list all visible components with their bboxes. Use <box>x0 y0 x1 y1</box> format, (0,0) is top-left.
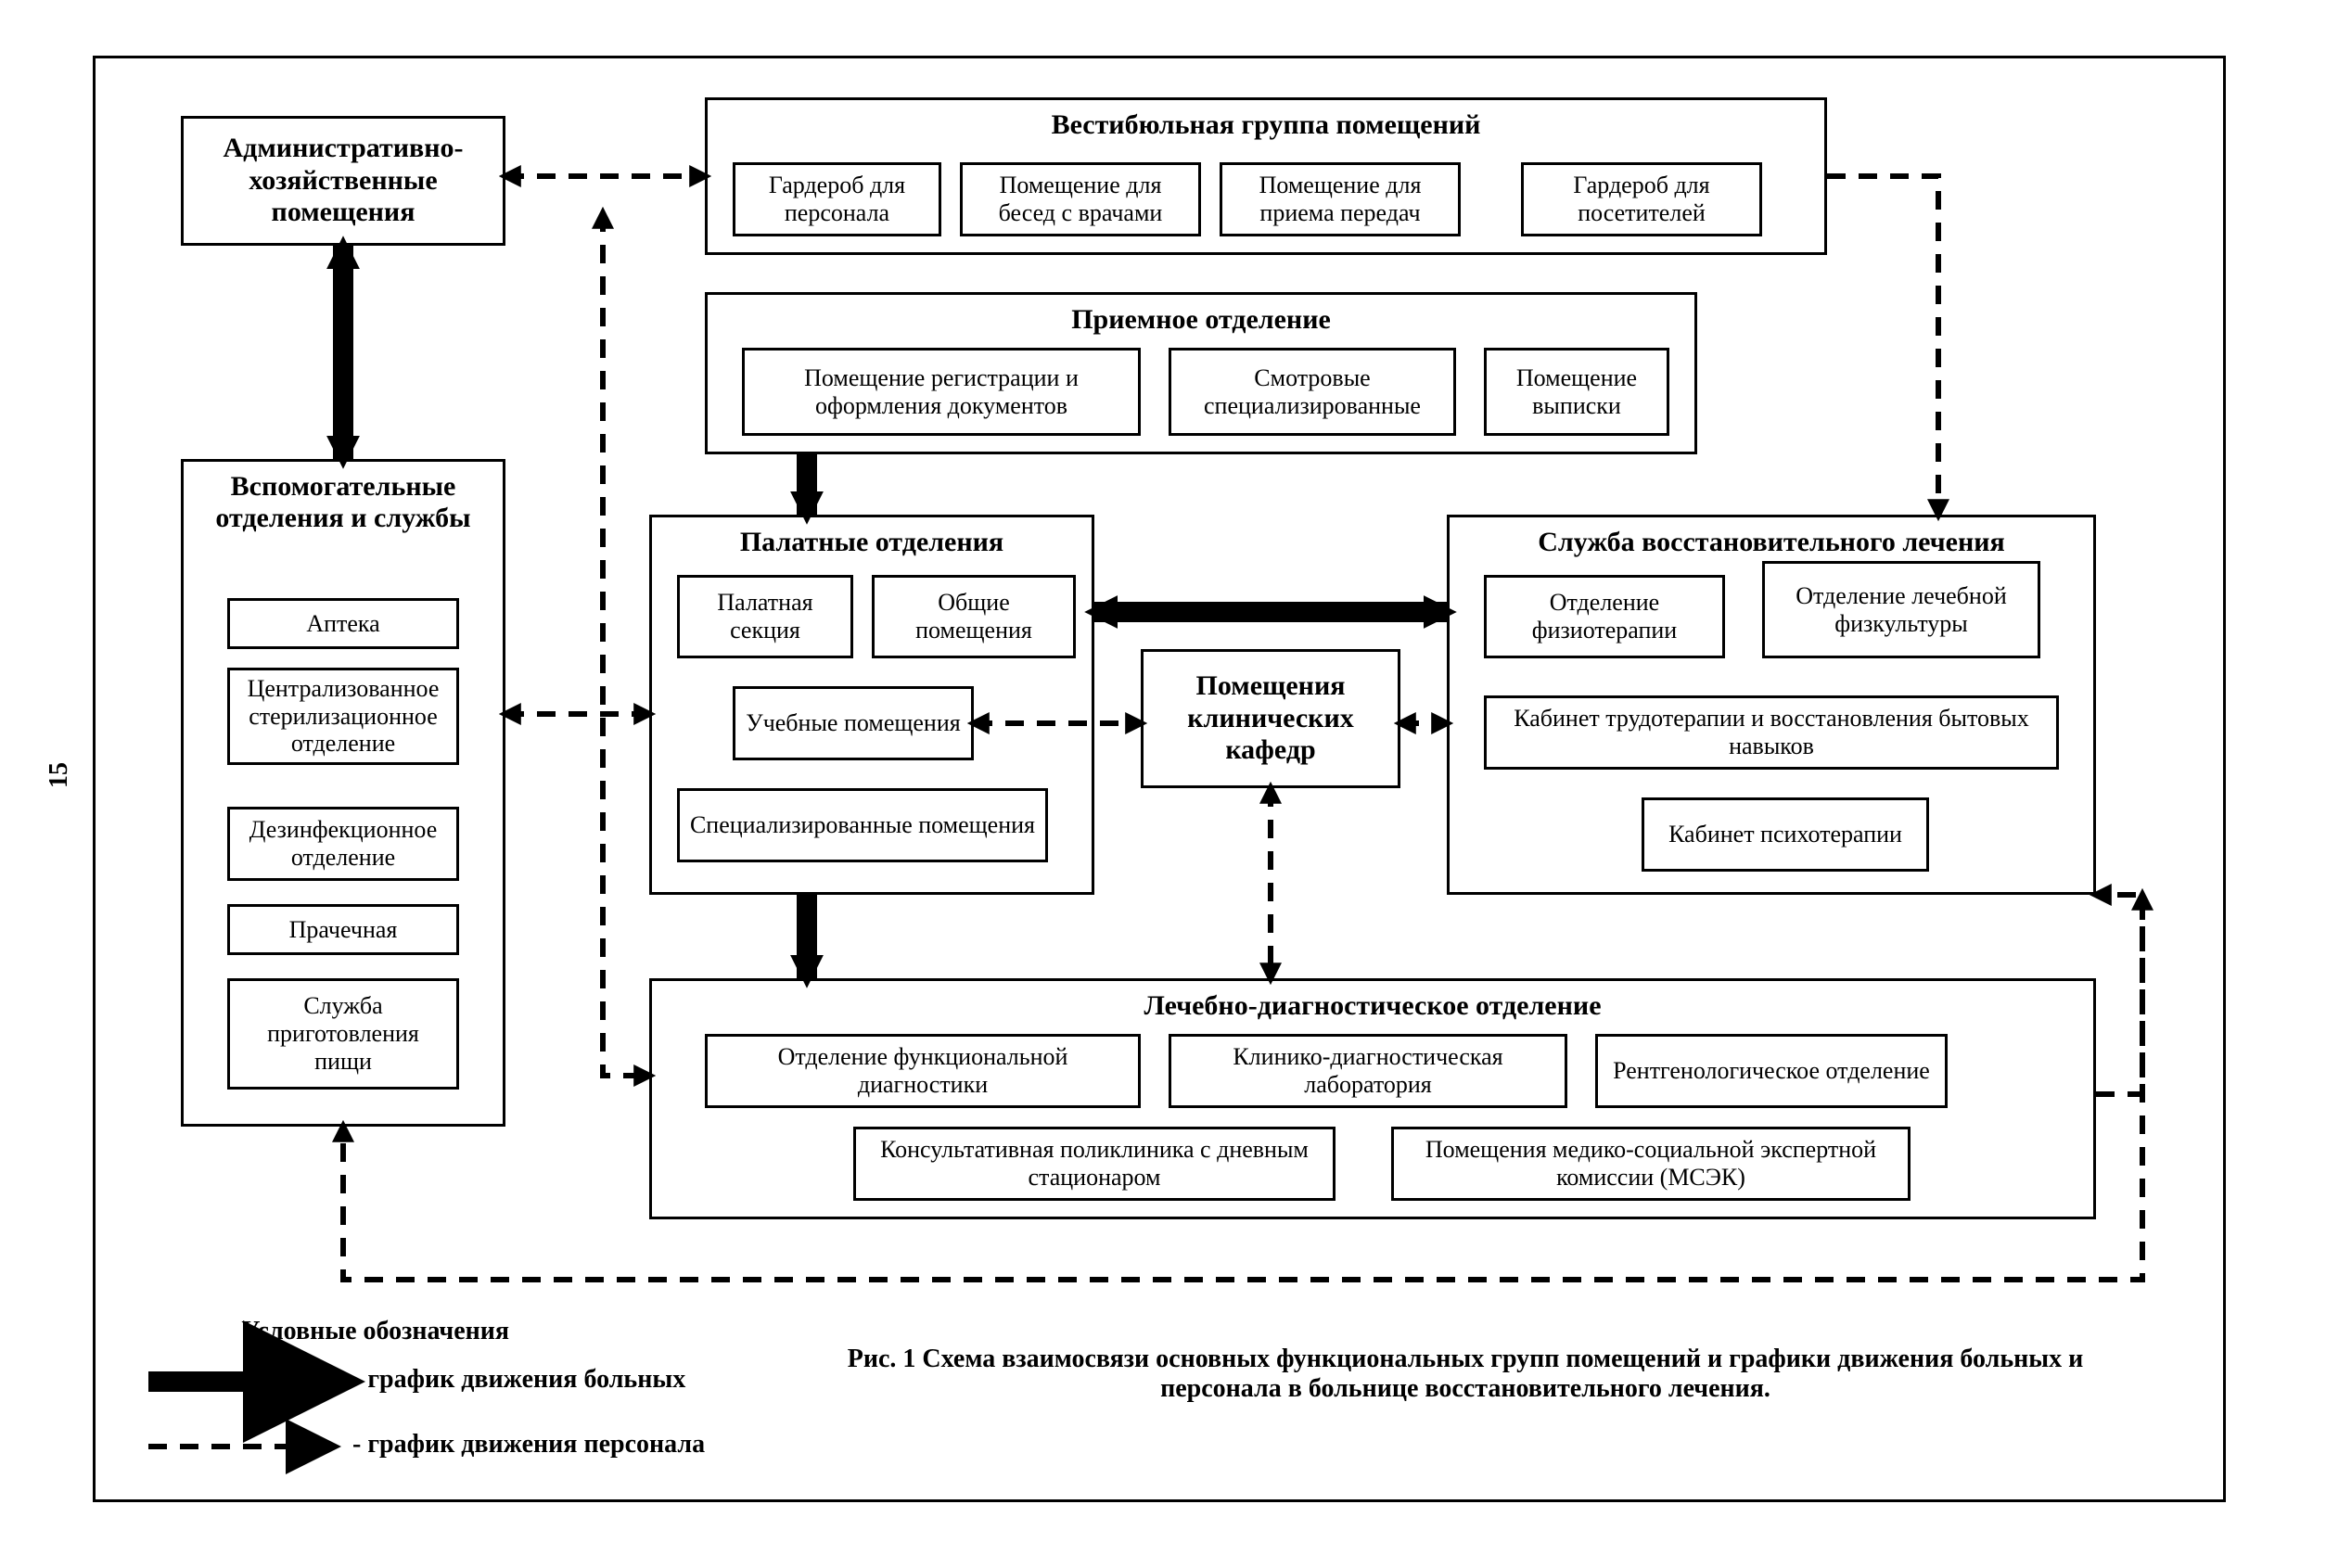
node-aux_2: Централизованное стерилизационное отделе… <box>227 668 459 765</box>
group-title-ward: Палатные отделения <box>652 527 1092 558</box>
legend-item-1: - график движения персонала <box>352 1430 705 1460</box>
node-aux_3: Дезинфекционное отделение <box>227 807 459 881</box>
group-clinic: Помещения клинических кафедр <box>1141 649 1400 788</box>
node-rehab_2: Отделение лечебной физкультуры <box>1762 561 2040 658</box>
node-priem_3: Помещение выписки <box>1484 348 1669 436</box>
node-priem_2: Смотровые специализированные <box>1169 348 1456 436</box>
node-rehab_3: Кабинет трудотерапии и восстановления бы… <box>1484 695 2059 770</box>
node-priem_1: Помещение регистрации и оформления докум… <box>742 348 1141 436</box>
node-aux_4: Прачечная <box>227 904 459 955</box>
node-vestib_2: Помещение для бесед с врачами <box>960 162 1201 236</box>
node-diag_1: Отделение функциональной диагностики <box>705 1034 1141 1108</box>
group-admin: Административно- хозяйственные помещения <box>181 116 505 246</box>
node-diag_5: Помещения медико-социальной экспертной к… <box>1391 1127 1911 1201</box>
node-rehab_4: Кабинет психотерапии <box>1642 797 1929 872</box>
node-ward_2: Общие помещения <box>872 575 1076 658</box>
group-title-aux: Вспомогательные отделения и службы <box>184 471 503 534</box>
node-aux_5: Служба приготовления пищи <box>227 978 459 1090</box>
node-vestib_4: Гардероб для посетителей <box>1521 162 1762 236</box>
node-vestib_3: Помещение для приема передач <box>1220 162 1461 236</box>
node-aux_1: Аптека <box>227 598 459 649</box>
group-title-priem: Приемное отделение <box>708 304 1694 336</box>
legend-title: Условные обозначения <box>241 1317 509 1346</box>
group-title-diag: Лечебно-диагностическое отделение <box>652 990 2093 1022</box>
node-diag_3: Рентгенологическое отделение <box>1595 1034 1948 1108</box>
group-title-rehab: Служба восстановительного лечения <box>1450 527 2093 558</box>
node-ward_4: Специализированные помещения <box>677 788 1048 862</box>
figure-caption: Рис. 1 Схема взаимосвязи основных функци… <box>816 1345 2115 1404</box>
node-rehab_1: Отделение физиотерапии <box>1484 575 1725 658</box>
node-vestib_1: Гардероб для персонала <box>733 162 941 236</box>
node-diag_2: Клинико-диагностическая лаборатория <box>1169 1034 1567 1108</box>
node-ward_3: Учебные помещения <box>733 686 974 760</box>
group-title-vestib: Вестибюльная группа помещений <box>708 109 1824 141</box>
legend-item-0: - график движения больных <box>352 1365 685 1395</box>
node-diag_4: Консультативная поликлиника с дневным ст… <box>853 1127 1336 1201</box>
node-ward_1: Палатная секция <box>677 575 853 658</box>
page-number: 15 <box>45 762 74 788</box>
